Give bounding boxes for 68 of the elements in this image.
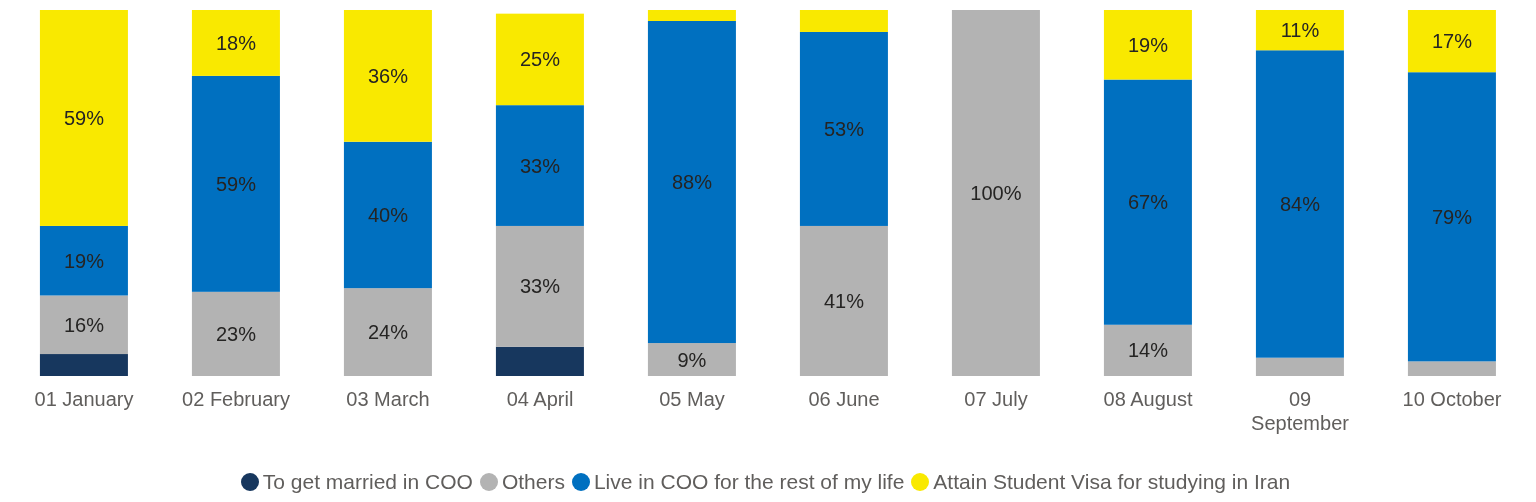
data-label: 33% [519,154,561,177]
bar [191,75,280,292]
data-label: 11% [1280,19,1320,42]
bar [39,354,128,376]
bar [799,31,888,226]
bar [647,343,736,376]
bar [1407,361,1496,376]
legend-label: Live in COO for the rest of my life [592,470,905,494]
bar [1255,357,1344,376]
data-label: 17% [1431,30,1473,53]
bar [343,10,432,142]
data-label: 41% [823,289,865,312]
data-label: 53% [823,117,865,140]
x-tick-label: 07 July [964,388,1028,410]
data-label: 88% [671,171,713,194]
data-label: 23% [215,322,257,345]
bar [495,105,584,226]
data-label: 100% [970,182,1022,204]
bar [39,10,128,226]
bar [1407,72,1496,362]
x-tick-label: 02 February [182,388,290,410]
data-label: 25% [519,48,561,71]
bar [495,225,584,347]
data-label: 79% [1431,205,1473,228]
data-label: 19% [1127,33,1169,56]
data-label: 59% [215,172,257,195]
legend-label: To get married in COO [261,470,473,494]
x-tick-label: 03 March [346,388,430,410]
data-label: 14% [1127,339,1169,362]
bar [39,225,128,296]
bar [343,288,432,376]
x-tick-label: 10 October [1402,388,1502,410]
data-label: 16% [63,313,105,336]
bar [39,295,128,355]
bar [1103,10,1192,80]
bar [647,10,736,21]
x-tick-label: 08 August [1103,388,1193,410]
data-label: 9% [677,348,707,371]
data-label: 59% [63,106,105,129]
data-label: 19% [63,249,105,272]
data-label: 36% [367,64,409,87]
data-label: 33% [519,275,561,298]
x-tick-label: 05 May [659,388,725,410]
bar [799,10,888,32]
bar [799,225,888,376]
bar [1255,10,1344,51]
bar [191,291,280,376]
bar [951,10,1040,376]
data-label: 84% [1279,192,1321,215]
bar [343,141,432,289]
x-tick-label: 01 January [34,388,134,410]
bar [647,20,736,344]
bar [191,10,280,76]
legend-label: Others [500,470,565,494]
x-tick-label: 09 September [1251,388,1350,434]
bar [1407,10,1496,73]
x-tick-label: 06 June [808,388,880,410]
bar [1103,79,1192,325]
bar [1103,324,1192,376]
data-label: 18% [215,31,257,54]
x-tick-label: 04 April [506,388,574,410]
legend-label: Attain Student Visa for studying in Iran [932,470,1291,494]
data-label: 24% [367,321,409,344]
data-label: 40% [367,203,409,226]
bar [495,346,584,376]
bar [1255,50,1344,358]
data-label: 67% [1127,191,1169,214]
bar [495,13,584,106]
